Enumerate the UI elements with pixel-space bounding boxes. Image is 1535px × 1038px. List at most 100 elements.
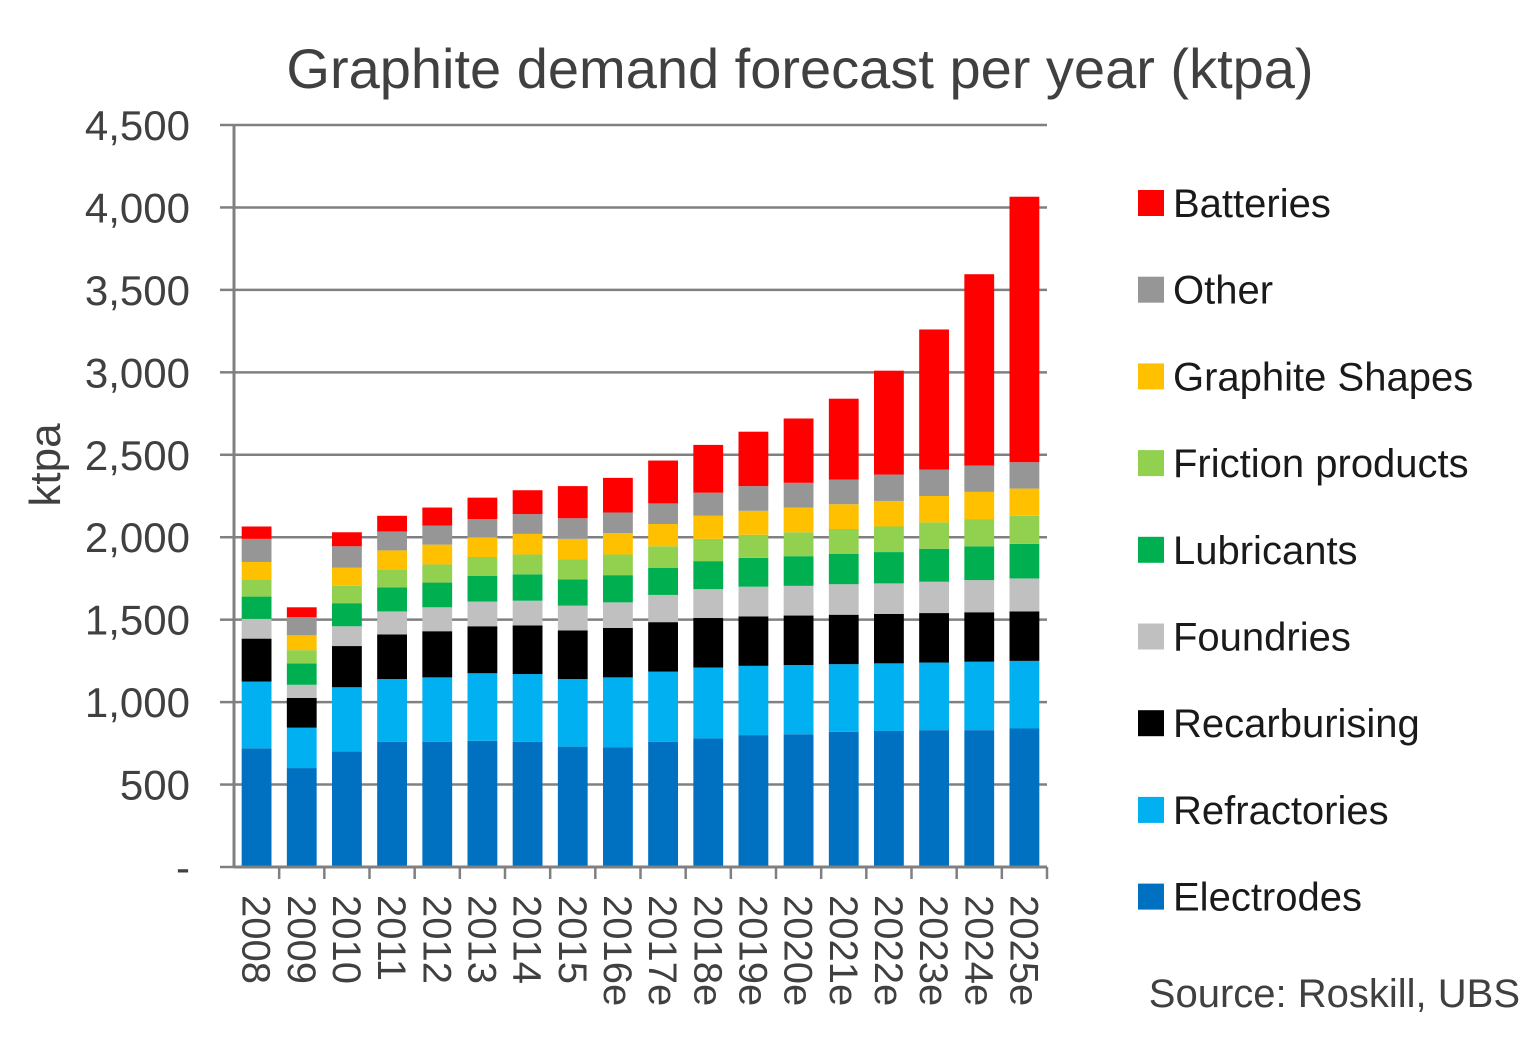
bar-segment [828, 553, 859, 585]
bar-segment [512, 741, 543, 867]
bar-segment [241, 579, 272, 597]
bar-segment [693, 589, 724, 619]
legend-label: Batteries [1173, 182, 1331, 226]
bar-segment [783, 482, 814, 508]
bar-segment [467, 497, 498, 520]
bar-segment [738, 735, 769, 867]
legend-label: Electrodes [1173, 876, 1362, 920]
bar-segment [648, 546, 678, 568]
bar-segment [964, 519, 995, 547]
legend-label: Graphite Shapes [1173, 355, 1473, 399]
bar-segment [919, 469, 949, 496]
bar-segment [738, 431, 769, 487]
bar-segment [603, 627, 633, 678]
bar-segment [828, 731, 859, 867]
bar-segment [603, 554, 633, 576]
bar-segment [919, 548, 949, 582]
bar-segment [964, 580, 995, 613]
bar-segment [738, 586, 769, 617]
bar-segment [557, 746, 588, 867]
bar-segment [964, 661, 995, 731]
bar-segment [603, 512, 633, 534]
bar-segment [964, 465, 995, 492]
source-note: Source: Roskill, UBS [1149, 972, 1520, 1016]
bar-segment [377, 679, 407, 742]
bar-segment [603, 477, 633, 513]
y-tick-label: 2,500 [85, 432, 190, 479]
bar-segment [783, 585, 814, 616]
bar-segment [241, 681, 272, 749]
bar-segment [1009, 515, 1040, 544]
bar-segment [1009, 660, 1040, 729]
x-tick-label: 2024e [956, 895, 1000, 1006]
bar-segment [422, 525, 453, 545]
bar-segment [828, 398, 859, 480]
bar-segment [512, 600, 543, 626]
bar-segment [557, 630, 588, 680]
bar-segment [693, 492, 724, 516]
y-tick-label: 1,500 [85, 597, 190, 644]
bar-segment [286, 607, 317, 618]
bar-segment [828, 614, 859, 665]
bar-segment [467, 601, 498, 627]
legend-label: Friction products [1173, 442, 1469, 486]
bar-segment [241, 748, 272, 867]
x-tick-label: 2017e [640, 895, 684, 1006]
bar-segment [422, 582, 453, 608]
bar-segment [422, 741, 453, 867]
legend-swatch [1138, 883, 1164, 910]
bar-segment [557, 518, 588, 539]
y-tick-label: 500 [120, 762, 190, 809]
bar-segment [738, 510, 769, 535]
bar-segment [332, 546, 362, 568]
x-tick-label: 2008 [234, 895, 278, 984]
bar-segment [603, 677, 633, 748]
bar-segment [603, 747, 633, 867]
bar-segment [512, 514, 543, 534]
y-tick-label: 1,000 [85, 679, 190, 726]
bar-segment [738, 557, 769, 587]
bar-segment [377, 515, 407, 532]
bar-segment [738, 616, 769, 666]
bar-segment [241, 561, 272, 580]
x-tick-label: 2022e [866, 895, 910, 1006]
bar-segment [241, 618, 272, 639]
bar-segment [422, 677, 453, 742]
bar-segment [332, 603, 362, 627]
bar-segment [919, 662, 949, 731]
bar-segment [286, 617, 317, 636]
bar-segment [648, 524, 678, 547]
bar-segment [286, 697, 317, 728]
bar-segment [467, 626, 498, 674]
bar-segment [377, 587, 407, 612]
bar-segment [874, 370, 904, 475]
bar-segment [828, 664, 859, 732]
chart-title: Graphite demand forecast per year (ktpa) [286, 37, 1313, 100]
bar-segment [648, 460, 678, 504]
y-tick-label: - [176, 844, 190, 891]
bar-segment [512, 533, 543, 555]
bar-segment [377, 741, 407, 867]
bar-segment [512, 674, 543, 742]
bar-segment [332, 532, 362, 547]
x-tick-label: 2013 [459, 895, 503, 984]
bar-segment [874, 613, 904, 664]
bar-segment [919, 613, 949, 663]
bar-segment [874, 552, 904, 584]
legend-label: Other [1173, 269, 1273, 313]
bar-segment [693, 538, 724, 562]
bar-segment [783, 556, 814, 586]
legend-swatch [1138, 796, 1164, 823]
x-tick-label: 2014 [505, 895, 549, 984]
bar-segment [874, 500, 904, 527]
bar-segment [241, 596, 272, 619]
y-tick-label: 2,000 [85, 514, 190, 561]
bar-segment [512, 574, 543, 601]
bar-segment [512, 554, 543, 575]
bar-segment [557, 486, 588, 519]
bar-segment [919, 581, 949, 614]
bar-segment [377, 531, 407, 551]
x-tick-label: 2019e [730, 895, 774, 1006]
bar-segment [648, 741, 678, 867]
